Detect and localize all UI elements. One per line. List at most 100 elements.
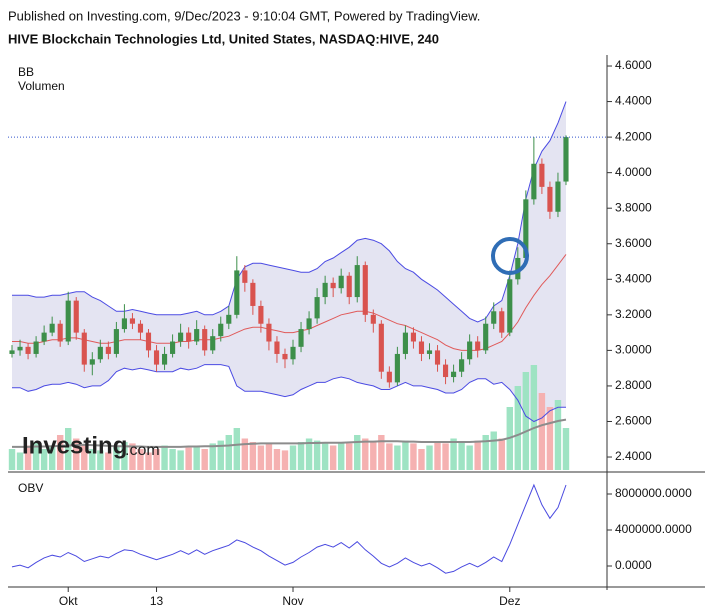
volume-bar <box>410 443 417 470</box>
volume-bar <box>241 438 249 470</box>
candle-body <box>113 329 119 354</box>
y-tick-label: 4000000.0000 <box>615 522 692 536</box>
candle-body <box>539 163 545 187</box>
candle-body <box>362 265 368 315</box>
candle-body <box>402 332 408 354</box>
candle-body <box>97 346 103 360</box>
volume-bar <box>554 400 562 470</box>
volume-bar <box>329 445 337 470</box>
watermark: .com <box>125 442 160 459</box>
candle-body <box>186 332 192 342</box>
volume-bar <box>313 440 321 470</box>
candle-body <box>282 353 288 360</box>
volume-bar <box>40 449 48 470</box>
candle-body <box>153 350 160 365</box>
candle-body <box>426 350 433 354</box>
y-tick-label: 3.6000 <box>615 236 652 250</box>
candle-body <box>499 311 505 333</box>
volume-bar <box>8 449 16 470</box>
volume-bar <box>81 445 88 470</box>
volume-bar <box>145 452 152 470</box>
volume-bar <box>89 449 96 470</box>
volume-bar <box>442 443 449 470</box>
volume-bar <box>458 442 465 470</box>
source-line: Published on Investing.com, 9/Dec/2023 -… <box>8 8 480 23</box>
legend-label: BB <box>18 65 34 79</box>
highlight-circle <box>491 237 529 275</box>
candle-body <box>234 270 240 315</box>
y-tick-label: 3.2000 <box>615 307 652 321</box>
volume-bar <box>538 393 546 470</box>
candle-body <box>330 282 336 289</box>
volume-bar <box>337 442 345 470</box>
volume-bar <box>185 447 192 470</box>
bb-middle <box>12 254 567 351</box>
candle-body <box>434 350 441 365</box>
candle-body <box>555 181 561 212</box>
candle-body <box>73 300 79 333</box>
y-tick-label: 4.2000 <box>615 129 652 143</box>
volume-bar <box>522 372 530 470</box>
candle-body <box>121 318 127 330</box>
candle-body <box>65 300 71 342</box>
candle-body <box>475 341 481 351</box>
chart-title: HIVE Blockchain Technologies Ltd, United… <box>8 31 439 46</box>
x-tick-label: Okt <box>59 594 78 608</box>
candle-body <box>451 371 457 378</box>
candle-body <box>57 323 63 342</box>
volume-bar <box>137 449 144 470</box>
obv-line <box>11 483 567 574</box>
candle-body <box>242 270 248 283</box>
candle-body <box>298 329 304 347</box>
volume-bar <box>169 449 176 470</box>
volume-bar <box>16 452 24 470</box>
volume-bar <box>233 428 241 470</box>
candle-body <box>258 305 264 324</box>
volume-bar <box>362 438 369 470</box>
candle-body <box>137 323 144 333</box>
volume-bar <box>474 440 481 470</box>
candle-body <box>161 353 168 365</box>
bb-lower <box>12 364 566 423</box>
volume-bar <box>346 443 353 470</box>
candle-body <box>145 332 152 351</box>
candle-body <box>378 323 384 372</box>
volume-ma <box>12 418 567 448</box>
candle-body <box>202 329 208 351</box>
bb-fill <box>12 101 566 422</box>
volume-bar <box>434 442 441 470</box>
volume-bar <box>225 435 232 470</box>
y-tick-label: 0.0000 <box>615 558 652 572</box>
volume-bar <box>73 438 80 470</box>
candle-body <box>218 323 224 337</box>
candle-body <box>523 199 529 258</box>
y-tick-label: 3.4000 <box>615 271 652 285</box>
candle-body <box>17 346 23 351</box>
candle-body <box>386 371 392 383</box>
y-tick-label: 2.8000 <box>615 378 652 392</box>
candle-body <box>81 332 87 365</box>
volume-bar <box>177 450 184 470</box>
candle-body <box>266 323 272 342</box>
y-tick-label: 4.4000 <box>615 94 652 108</box>
bb-upper <box>12 101 567 323</box>
volume-bar <box>370 442 377 470</box>
candle-body <box>418 341 425 354</box>
y-tick-label: 2.6000 <box>615 414 652 428</box>
volume-bar <box>321 443 329 470</box>
volume-bar <box>482 435 489 470</box>
volume-bar <box>530 365 538 470</box>
candle-body <box>338 275 344 289</box>
candle-body <box>563 137 569 182</box>
volume-bar <box>113 445 120 470</box>
volume-bar <box>65 428 72 470</box>
volume-bar <box>56 435 64 470</box>
watermark: Investing <box>22 432 127 459</box>
volume-bar <box>209 443 216 470</box>
candle-body <box>354 265 360 298</box>
candle-body <box>491 311 497 324</box>
y-tick-label: 4.6000 <box>615 58 652 72</box>
volume-bar <box>426 445 433 470</box>
candle-body <box>459 359 465 372</box>
volume-bar <box>105 452 112 470</box>
